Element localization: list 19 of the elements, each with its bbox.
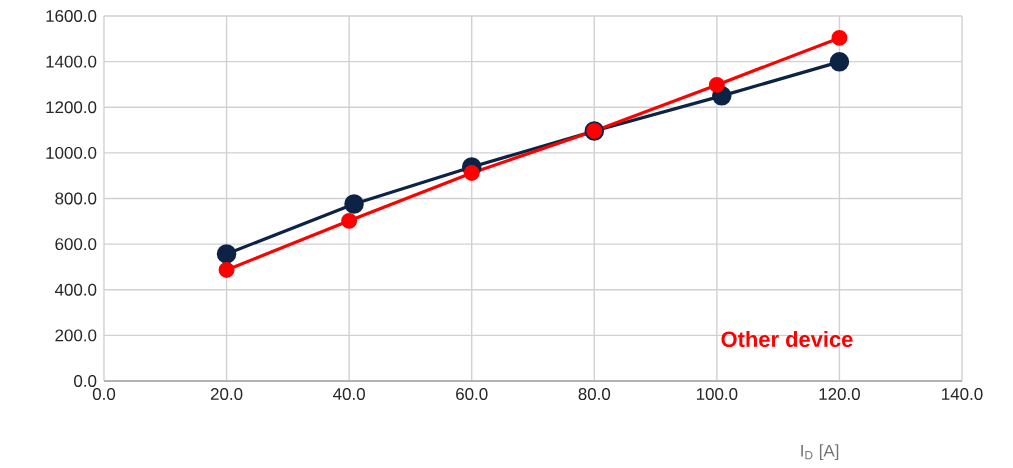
x-tick-label: 140.0 [942, 388, 983, 401]
y-tick-label: 1400.0 [46, 55, 97, 68]
y-tick-label: 1600.0 [46, 10, 97, 22]
x-axis-title: I$_{D}$ [A] [801, 444, 839, 461]
y-tick-label: 200.0 [55, 329, 97, 342]
x-tick-label: 0.0 [92, 388, 116, 401]
y-tick-label: 600.0 [55, 238, 97, 251]
y-tick-label: 400.0 [54, 283, 97, 296]
y-tick-label: 1000.0 [46, 146, 97, 159]
y-tick-label: 800.0 [55, 192, 97, 205]
y-tick-label: 0.0 [74, 375, 97, 387]
text: Other device [721, 330, 853, 348]
x-tick-label: 20.0 [210, 388, 243, 401]
x-tick-label: 80.0 [578, 388, 611, 401]
x-tick-label: 120.0 [819, 388, 860, 401]
y-tick-label: 1200.0 [46, 101, 97, 114]
x-tick-label: 100.0 [696, 388, 738, 401]
x-tick-label: 40.0 [333, 388, 365, 401]
x-tick-label: 60.0 [456, 388, 488, 401]
